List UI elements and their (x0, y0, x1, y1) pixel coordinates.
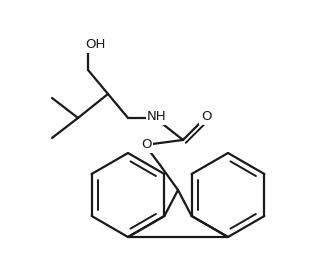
Text: OH: OH (85, 38, 105, 51)
Text: O: O (201, 111, 211, 123)
Text: O: O (141, 138, 151, 152)
Text: NH: NH (147, 111, 167, 123)
